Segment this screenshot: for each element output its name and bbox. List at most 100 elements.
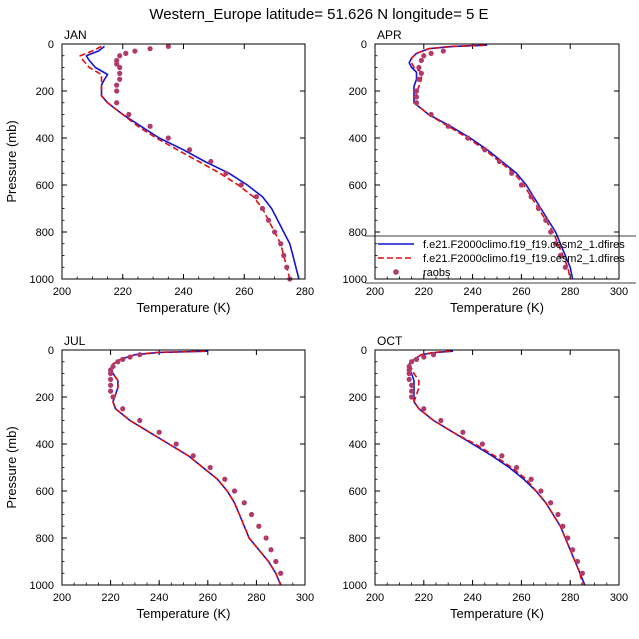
x-tick-label: 280	[561, 592, 579, 604]
x-tick-label: 300	[610, 286, 628, 298]
x-tick-label: 220	[415, 286, 433, 298]
legend-label: f.e21.F2000climo.f19_f19.cesm2_1.dfires	[423, 253, 625, 265]
y-tick-label: 0	[48, 39, 54, 51]
x-tick-label: 240	[463, 286, 481, 298]
raobs-point	[413, 88, 420, 94]
raobs-point	[114, 61, 120, 67]
legend-label: raobs	[423, 267, 451, 279]
panel-jul: 200 220 240 260 280 300 0 200 400 600 800 1000 JUL Te…	[4, 334, 314, 621]
y-tick-label: 600	[349, 180, 367, 192]
y-tick-label: 600	[36, 180, 54, 192]
y-axis-label: Pressure (mb)	[4, 120, 19, 202]
x-tick-label: 280	[561, 286, 579, 298]
raobs-point	[570, 547, 576, 553]
x-axis-label: Temperature (K)	[137, 606, 231, 621]
raobs-point	[413, 356, 420, 362]
raobs-point	[110, 394, 116, 400]
x-tick-label: 240	[463, 592, 481, 604]
plot-frame	[61, 43, 306, 280]
plot-frame	[61, 349, 306, 586]
raobs-point	[413, 100, 420, 106]
raobs-point	[438, 417, 444, 424]
y-tick-label: 400	[36, 133, 54, 145]
x-tick-label: 300	[610, 592, 628, 604]
raobs-point	[114, 100, 120, 106]
x-tick-label: 240	[174, 286, 192, 298]
plot-frame	[374, 349, 620, 586]
raobs-point	[259, 205, 266, 212]
x-tick-label: 220	[114, 286, 132, 298]
raobs-point	[428, 50, 434, 57]
raobs-point	[430, 352, 437, 358]
model1-line	[408, 350, 586, 586]
raobs-point	[496, 158, 503, 165]
x-tick-label: 200	[53, 286, 71, 298]
panel-label: JUL	[64, 334, 86, 348]
raobs-point	[108, 370, 114, 377]
raobs-point	[248, 511, 255, 518]
raobs-point	[120, 406, 126, 412]
raobs-point	[421, 406, 427, 412]
y-tick-label: 0	[361, 39, 367, 51]
y-tick-label: 800	[349, 227, 367, 239]
y-tick-label: 800	[349, 533, 367, 545]
panel-apr: 200 220 240 260 280 300 0 200 400 600 800 1000 APR Te…	[343, 28, 636, 315]
raobs-point	[445, 123, 451, 129]
raobs-point	[281, 252, 287, 259]
raobs-point	[421, 53, 427, 59]
raobs-point	[574, 558, 581, 565]
raobs-point	[190, 453, 196, 459]
raobs-point	[272, 229, 278, 235]
raobs-point	[256, 523, 262, 529]
y-tick-label: 200	[36, 392, 54, 404]
y-tick-label: 400	[36, 439, 54, 451]
raobs-point	[108, 388, 114, 394]
raobs-point	[132, 48, 138, 54]
legend-label: f.e21.F2000climo.f19_f19.cesm2_1.dfires	[423, 239, 625, 251]
y-tick-label: 0	[361, 345, 367, 357]
y-tick-label: 0	[48, 345, 54, 357]
raobs-point	[208, 158, 214, 165]
y-tick-label: 600	[36, 486, 54, 498]
y-tick-label: 400	[349, 133, 367, 145]
raobs-point	[117, 76, 123, 82]
x-tick-label: 280	[296, 286, 314, 298]
x-tick-label: 220	[101, 592, 119, 604]
raobs-point	[482, 147, 488, 153]
raobs-point	[579, 570, 586, 576]
panel-label: JAN	[64, 28, 87, 42]
y-tick-label: 1000	[30, 274, 54, 286]
y-tick-label: 1000	[30, 580, 54, 592]
raobs-point	[509, 170, 515, 176]
raobs-point	[428, 111, 434, 118]
raobs-point	[460, 429, 466, 435]
raobs-point	[231, 488, 238, 494]
x-tick-label: 200	[366, 592, 384, 604]
panel-label: OCT	[377, 334, 403, 348]
raobs-point	[222, 476, 228, 482]
x-tick-label: 200	[366, 286, 384, 298]
raobs-point	[513, 464, 520, 471]
raobs-point	[552, 241, 559, 247]
raobs-point	[562, 264, 568, 270]
raobs-point	[273, 558, 279, 565]
x-tick-label: 300	[296, 592, 314, 604]
model2-line	[79, 45, 291, 280]
raobs-point	[223, 170, 229, 176]
raobs-point	[479, 441, 485, 447]
y-tick-label: 1000	[343, 274, 367, 286]
figure-title: Western_Europe latitude= 51.626 N longit…	[149, 6, 488, 23]
raobs-point	[538, 488, 544, 494]
panels: 200 220 240 260 280 0 200 400 600 800 1000 JAN Tempe…	[4, 28, 636, 621]
raobs-point	[114, 82, 120, 88]
raobs-point	[278, 241, 284, 247]
raobs-point	[238, 182, 244, 188]
x-tick-label: 260	[199, 592, 217, 604]
raobs-point	[123, 50, 129, 57]
x-tick-label: 260	[512, 592, 530, 604]
raobs-point	[115, 359, 121, 365]
raobs-point	[548, 229, 554, 235]
raobs-point	[418, 70, 424, 76]
panel-oct: 200 220 240 260 280 300 0 200 400 600 800 1000 OCT Te…	[343, 334, 629, 621]
raobs-point	[413, 94, 420, 100]
